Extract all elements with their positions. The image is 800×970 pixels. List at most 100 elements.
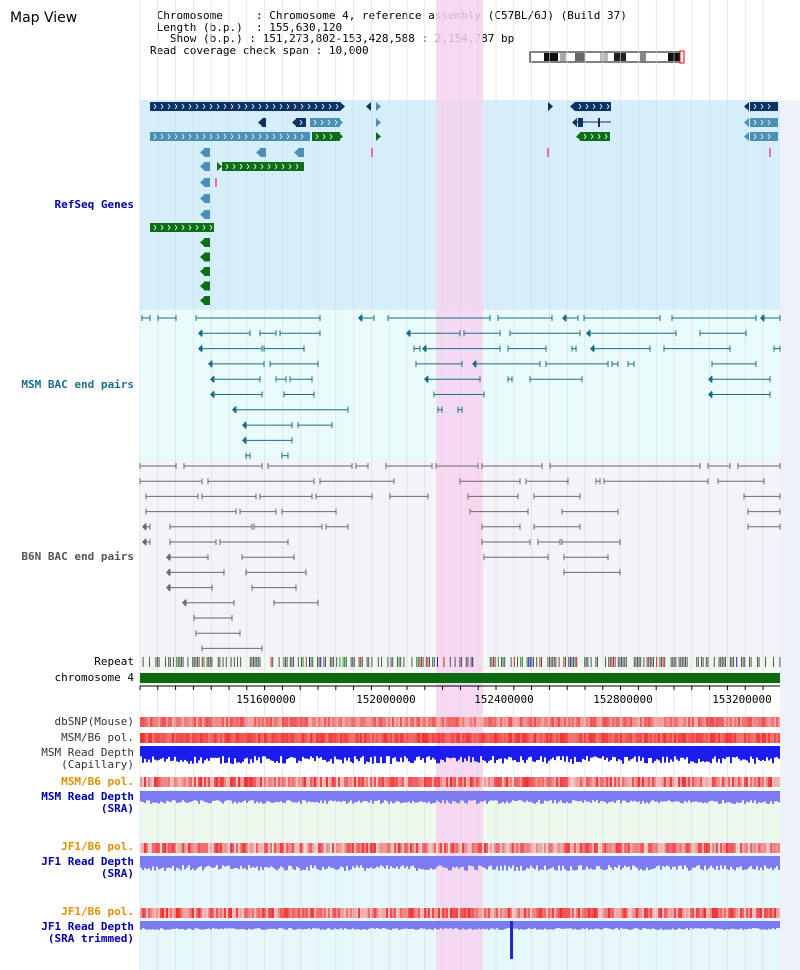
- msm-depth-capillary-bar: [668, 746, 670, 763]
- jf1-depth-sra-bar: [444, 856, 446, 868]
- repeat-element: [585, 657, 587, 667]
- msm-depth-sra-bar: [674, 791, 676, 802]
- jf1-b6-pol-cell: [294, 843, 296, 853]
- msm-depth-capillary-bar: [712, 746, 714, 759]
- dbsnp-cell: [412, 717, 414, 727]
- msm-b6-pol-cell: [654, 733, 656, 743]
- jf1-depth-trimmed-bar: [764, 921, 766, 930]
- dbsnp-cell: [592, 717, 594, 727]
- msm-b6-pol-cell: [672, 733, 674, 743]
- msm-depth-sra-bar: [742, 791, 744, 801]
- msm-b6-pol-cell: [328, 733, 330, 743]
- jf1-b6-pol-2-cell: [670, 908, 672, 918]
- msm-depth-sra-bar: [458, 791, 460, 804]
- msm-depth-capillary-bar: [248, 746, 250, 764]
- track-label-repeat[interactable]: Repeat: [94, 655, 134, 668]
- track-label-refseq[interactable]: RefSeq Genes: [54, 198, 134, 211]
- track-label-jf1-depth-sra[interactable]: JF1 Read Depth (SRA): [41, 855, 134, 880]
- msm-b6-pol-cell: [340, 733, 342, 743]
- jf1-b6-pol-2-cell: [380, 908, 382, 918]
- msm-depth-capillary-bar: [572, 746, 574, 764]
- jf1-depth-trimmed-bar: [722, 921, 724, 930]
- jf1-b6-pol-2-cell: [418, 908, 420, 918]
- jf1-b6-pol-2-cell: [724, 908, 726, 918]
- msm-depth-sra-bar: [412, 791, 414, 801]
- dbsnp-cell: [460, 717, 462, 727]
- track-label-chromosome[interactable]: chromosome 4: [54, 671, 134, 684]
- msm-b6-pol-cell: [694, 733, 696, 743]
- track-label-msm-depth-sra[interactable]: MSM Read Depth (SRA): [41, 790, 134, 815]
- jf1-b6-pol-2-cell: [396, 908, 398, 918]
- track-label-msm-b6-pol[interactable]: MSM/B6 pol.: [61, 731, 134, 744]
- msm-depth-sra-bar: [730, 791, 732, 803]
- msm-depth-capillary-bar: [440, 746, 442, 760]
- dbsnp-cell: [650, 717, 652, 727]
- msm-depth-sra-bar: [362, 791, 364, 802]
- jf1-b6-pol-2-cell: [246, 908, 248, 918]
- msm-b6-pol-2-cell: [652, 777, 654, 787]
- msm-b6-pol-2-cell: [286, 777, 288, 787]
- jf1-depth-trimmed-bar: [508, 921, 510, 929]
- msm-depth-sra-bar: [736, 791, 738, 803]
- jf1-depth-trimmed-bar: [428, 921, 430, 929]
- jf1-b6-pol-2-cell: [630, 908, 632, 918]
- msm-b6-pol-2-cell: [578, 777, 580, 787]
- msm-depth-capillary-bar: [322, 746, 324, 760]
- jf1-depth-sra-bar: [762, 856, 764, 871]
- jf1-depth-trimmed-bar: [694, 921, 696, 929]
- msm-depth-sra-bar: [248, 791, 250, 802]
- msm-b6-pol-cell: [412, 733, 414, 743]
- jf1-b6-pol-cell: [524, 843, 526, 853]
- track-label-jf1-depth-trimmed[interactable]: JF1 Read Depth (SRA trimmed): [41, 920, 134, 945]
- dbsnp-cell: [272, 717, 274, 727]
- jf1-b6-pol-cell: [702, 843, 704, 853]
- track-label-msm-depth-capillary[interactable]: MSM Read Depth (Capillary): [41, 746, 134, 771]
- gene-strand-mark: [760, 119, 764, 126]
- track-label-jf1-b6-pol-2[interactable]: JF1/B6 pol.: [61, 905, 134, 918]
- jf1-b6-pol-cell: [286, 843, 288, 853]
- jf1-depth-trimmed-bar: [578, 921, 580, 930]
- jf1-b6-pol-2-cell: [326, 908, 328, 918]
- dbsnp-cell: [142, 717, 144, 727]
- track-label-jf1-b6-pol[interactable]: JF1/B6 pol.: [61, 840, 134, 853]
- msm-b6-pol-cell: [146, 733, 148, 743]
- msm-b6-pol-cell: [324, 733, 326, 743]
- jf1-depth-trimmed-bar: [246, 921, 248, 930]
- msm-depth-capillary-bar: [366, 746, 368, 762]
- chromosome-ideogram[interactable]: [529, 50, 685, 64]
- repeat-element: [733, 657, 734, 667]
- msm-depth-sra-bar: [274, 791, 276, 803]
- gene-strand-mark: [286, 133, 290, 140]
- jf1-b6-pol-cell: [280, 843, 282, 853]
- jf1-b6-pol-cell: [260, 843, 262, 853]
- jf1-b6-pol-cell: [264, 843, 266, 853]
- jf1-depth-trimmed-bar: [502, 921, 504, 930]
- jf1-b6-pol-cell: [152, 843, 154, 853]
- jf1-depth-sra-bar: [662, 856, 664, 867]
- msm-depth-sra-bar: [162, 791, 164, 803]
- gene-feature: [204, 281, 210, 291]
- msm-b6-pol-cell: [494, 733, 496, 743]
- track-label-msm-b6-pol-2[interactable]: MSM/B6 pol.: [61, 775, 134, 788]
- jf1-depth-trimmed-bar: [234, 921, 236, 929]
- dbsnp-cell: [206, 717, 208, 727]
- jf1-b6-pol-cell: [716, 843, 718, 853]
- track-label-b6n-bac[interactable]: B6N BAC end pairs: [21, 550, 134, 563]
- gene-arrow: [200, 281, 205, 291]
- repeat-element: [750, 657, 752, 667]
- jf1-b6-pol-2-cell: [622, 908, 624, 918]
- msm-depth-sra-bar: [262, 791, 264, 804]
- msm-depth-sra-bar: [300, 791, 302, 804]
- gene-arrow: [572, 118, 577, 127]
- msm-depth-capillary-bar: [176, 746, 178, 762]
- msm-depth-capillary-bar: [362, 746, 364, 757]
- jf1-b6-pol-2-cell: [440, 908, 442, 918]
- msm-b6-pol-cell: [612, 733, 614, 743]
- jf1-depth-trimmed-bar: [468, 921, 470, 929]
- track-label-dbsnp[interactable]: dbSNP(Mouse): [54, 715, 134, 728]
- msm-b6-pol-cell: [738, 733, 740, 743]
- track-label-msm-bac[interactable]: MSM BAC end pairs: [21, 378, 134, 391]
- jf1-b6-pol-cell: [208, 843, 210, 853]
- msm-depth-sra-bar: [310, 791, 312, 803]
